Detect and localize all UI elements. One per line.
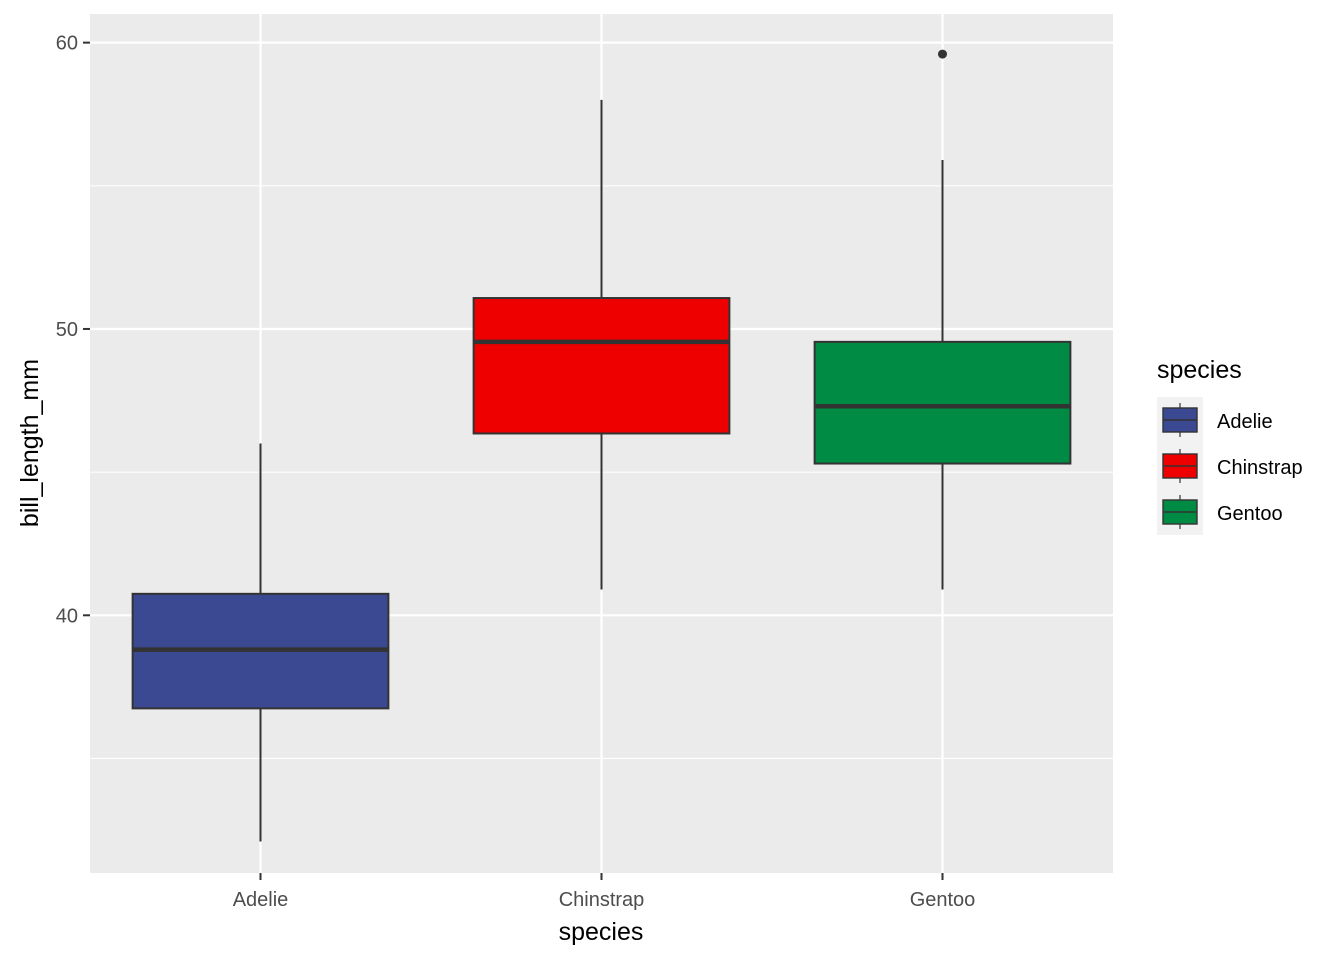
y-axis-title: bill_length_mm [16, 359, 44, 527]
legend-label: Chinstrap [1217, 457, 1303, 479]
x-axis: Adelie Chinstrap Gentoo [233, 873, 976, 911]
y-tick-label: 50 [56, 319, 78, 341]
box-body [472, 297, 731, 435]
box-adelie [131, 443, 390, 842]
y-tick-label: 40 [56, 605, 78, 627]
legend-label: Gentoo [1217, 503, 1283, 525]
legend-key-gentoo [1162, 495, 1198, 529]
box-gentoo [813, 49, 1072, 590]
x-tick-label: Adelie [233, 889, 289, 911]
box-body [813, 340, 1072, 465]
x-axis-title: species [559, 918, 644, 946]
y-axis: 40 50 60 [56, 33, 90, 627]
x-tick-label: Chinstrap [559, 889, 645, 911]
box-chinstrap [472, 99, 731, 590]
x-tick-label: Gentoo [910, 889, 976, 911]
legend-key-adelie [1162, 403, 1198, 437]
legend-label: Adelie [1217, 411, 1273, 433]
y-tick-label: 60 [56, 33, 78, 55]
legend-key-chinstrap [1162, 449, 1198, 483]
boxes [131, 49, 1072, 842]
legend: species Adelie Chinstrap Gentoo [1157, 356, 1303, 535]
outlier-point [938, 49, 947, 59]
legend-title: species [1157, 356, 1242, 384]
